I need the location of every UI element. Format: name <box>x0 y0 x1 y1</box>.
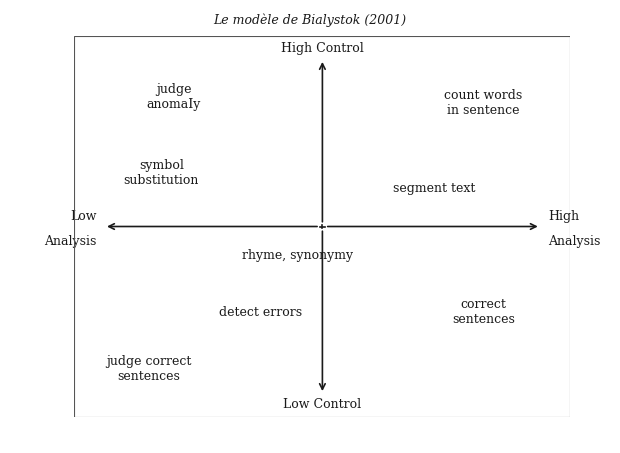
Text: Analysis: Analysis <box>45 235 97 248</box>
Text: Analysis: Analysis <box>548 235 600 248</box>
Text: Low: Low <box>70 211 97 223</box>
Text: symbol
substitution: symbol substitution <box>123 159 199 187</box>
Text: detect errors: detect errors <box>219 306 302 318</box>
Text: Le modèle de Bialystok (2001): Le modèle de Bialystok (2001) <box>213 14 407 27</box>
Text: judge correct
sentences: judge correct sentences <box>106 355 192 383</box>
Text: Low Control: Low Control <box>283 398 361 411</box>
Text: rhyme, synonymy: rhyme, synonymy <box>242 249 353 261</box>
Text: judge
anomaIy: judge anomaIy <box>146 83 201 111</box>
Text: High: High <box>548 211 579 223</box>
Text: count words
in sentence: count words in sentence <box>445 89 523 117</box>
Text: High Control: High Control <box>281 42 364 55</box>
Text: segment text: segment text <box>393 182 475 195</box>
Text: correct
sentences: correct sentences <box>452 298 515 326</box>
